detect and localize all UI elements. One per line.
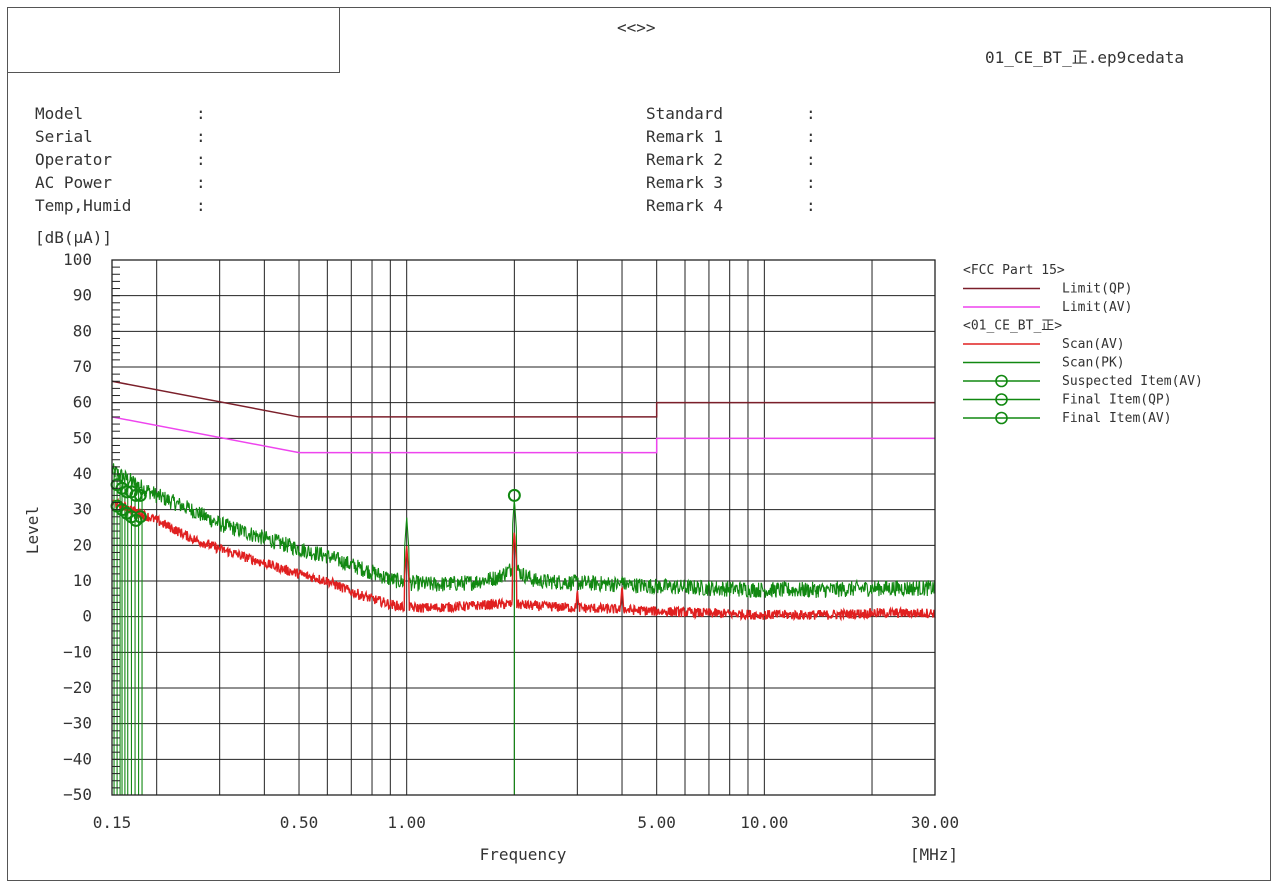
- info-sep-serial: :: [196, 127, 206, 146]
- y-tick-label: 60: [73, 393, 92, 412]
- y-axis-title: Level: [23, 506, 42, 554]
- info-label-serial: Serial: [35, 127, 93, 146]
- item-marker: [133, 488, 147, 502]
- page-frame: [7, 7, 1271, 881]
- plot-frame: [111, 259, 936, 796]
- item-marker: [129, 488, 143, 502]
- info-sep-operator: :: [196, 150, 206, 169]
- info-label-model: Model: [35, 104, 84, 123]
- y-tick-label: 20: [73, 535, 92, 554]
- legend-label: Scan(PK): [1062, 356, 1125, 371]
- x-tick-label: 30.00: [911, 813, 959, 832]
- info-sep-remark-4: :: [806, 196, 816, 215]
- info-sep-standard: :: [806, 104, 816, 123]
- y-tick-label: −30: [63, 714, 92, 733]
- marker-layer: [110, 478, 521, 527]
- legend-header: <01_CE_BT_正>: [963, 319, 1062, 334]
- y-tick-label: 30: [73, 500, 92, 519]
- y-tick-label: −50: [63, 785, 92, 804]
- info-sep-remark-2: :: [806, 150, 816, 169]
- info-sep-ac-power: :: [196, 173, 206, 192]
- legend-label: Limit(AV): [1062, 300, 1132, 315]
- y-tick-label: −20: [63, 678, 92, 697]
- series-limit-qp: [111, 380, 935, 418]
- info-sep-remark-1: :: [806, 127, 816, 146]
- y-tick-label: 80: [73, 321, 92, 340]
- info-label-remark-4: Remark 4: [646, 196, 724, 215]
- series-limit-av: [111, 416, 935, 454]
- legend-marker: [995, 411, 1008, 425]
- info-label-standard: Standard: [646, 104, 724, 123]
- x-axis-title: Frequency: [480, 845, 567, 864]
- y-tick-label: 50: [73, 428, 92, 447]
- axis-layer: 1009080706050403020100−10−20−30−40−500.1…: [63, 250, 959, 832]
- x-tick-label: 0.50: [280, 813, 319, 832]
- y-unit-label: [dB(μA)]: [35, 228, 112, 247]
- x-unit-label: [MHz]: [910, 845, 958, 864]
- info-label-remark-2: Remark 2: [646, 150, 724, 169]
- x-tick-label: 0.15: [93, 813, 132, 832]
- series-layer: [111, 380, 936, 795]
- legend-header: <FCC Part 15>: [963, 263, 1065, 278]
- y-tick-label: −40: [63, 749, 92, 768]
- x-tick-label: 1.00: [387, 813, 426, 832]
- info-sep-temp-humid: :: [196, 196, 206, 215]
- x-tick-label: 10.00: [740, 813, 788, 832]
- series-scan-av: [111, 497, 936, 622]
- info-sep-remark-3: :: [806, 173, 816, 192]
- title-box: [7, 7, 340, 73]
- legend-label: Final Item(QP): [1062, 393, 1172, 408]
- legend-marker: [995, 393, 1008, 406]
- legend-label: Scan(AV): [1062, 337, 1125, 352]
- y-tick-label: 10: [73, 571, 92, 590]
- y-tick-label: 100: [63, 250, 92, 269]
- legend-label: Final Item(AV): [1062, 411, 1172, 426]
- y-tick-label: 70: [73, 357, 92, 376]
- info-label-remark-3: Remark 3: [646, 173, 724, 192]
- item-marker: [133, 510, 147, 524]
- info-label-temp-humid: Temp,Humid: [35, 196, 132, 215]
- file-name: 01_CE_BT_正.ep9cedata: [985, 48, 1185, 67]
- info-sep-model: :: [196, 104, 206, 123]
- legend-marker: [995, 374, 1008, 388]
- y-tick-label: 90: [73, 286, 92, 305]
- x-tick-label: 5.00: [637, 813, 676, 832]
- info-label-ac-power: AC Power: [35, 173, 113, 192]
- y-tick-label: −10: [63, 642, 92, 661]
- y-tick-label: 40: [73, 464, 92, 483]
- series-scan-pk: [111, 463, 936, 599]
- legend: <FCC Part 15> Limit(QP) Limit(AV)<01_CE_BT…: [963, 263, 1203, 426]
- item-marker: [507, 488, 521, 502]
- info-label-remark-1: Remark 1: [646, 127, 724, 146]
- y-tick-label: 0: [82, 607, 92, 626]
- header-center-text: <<>>: [617, 18, 656, 37]
- legend-label: Suspected Item(AV): [1062, 374, 1203, 389]
- info-label-operator: Operator: [35, 150, 113, 169]
- legend-label: Limit(QP): [1062, 282, 1132, 297]
